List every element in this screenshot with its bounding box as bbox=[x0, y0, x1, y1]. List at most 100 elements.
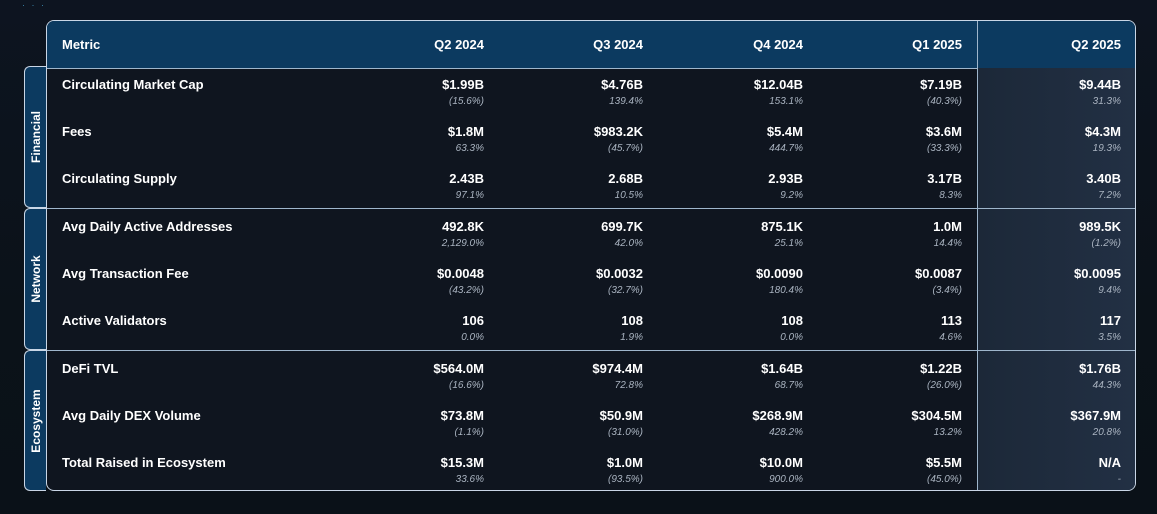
value-cell: $1.22B (26.0%) bbox=[822, 361, 962, 392]
value-cell: 699.7K 42.0% bbox=[503, 219, 643, 250]
value-cell: $1.0M (93.5%) bbox=[503, 455, 643, 486]
metric-change: 97.1% bbox=[455, 190, 484, 201]
value-cell: 106 0.0% bbox=[344, 313, 484, 344]
metric-value: $268.9M bbox=[752, 408, 803, 423]
metric-change: - bbox=[1117, 474, 1121, 485]
metric-change: (3.4%) bbox=[932, 285, 962, 296]
value-cell: $1.76B 44.3% bbox=[981, 361, 1121, 392]
value-cell: 2.43B 97.1% bbox=[344, 171, 484, 202]
metric-change: (40.3%) bbox=[926, 96, 962, 107]
metric-change: 0.0% bbox=[461, 332, 484, 343]
metric-change: (93.5%) bbox=[607, 474, 643, 485]
metric-value: $7.19B bbox=[920, 77, 962, 92]
metric-value: $1.64B bbox=[761, 361, 803, 376]
metric-value: 108 bbox=[621, 313, 643, 328]
metric-change: 68.7% bbox=[774, 380, 803, 391]
section-label-financial: Financial bbox=[28, 110, 43, 164]
metric-value: 1.0M bbox=[933, 219, 962, 234]
metric-value: $3.6M bbox=[925, 124, 962, 139]
metric-value: $12.04B bbox=[753, 77, 803, 92]
value-cell: $12.04B 153.1% bbox=[663, 77, 803, 108]
value-cell: 3.17B 8.3% bbox=[822, 171, 962, 202]
metric-change: (45.7%) bbox=[607, 143, 643, 154]
value-cell: $0.0087 (3.4%) bbox=[822, 266, 962, 297]
metric-value: 3.40B bbox=[1086, 171, 1121, 186]
value-cell: $5.4M 444.7% bbox=[663, 124, 803, 155]
metrics-table: Metric Q2 2024 Q3 2024 Q4 2024 Q1 2025 Q… bbox=[46, 20, 1136, 491]
highlight-column-q2-2025 bbox=[977, 68, 1135, 490]
value-cell: $0.0048 (43.2%) bbox=[344, 266, 484, 297]
value-cell: $5.5M (45.0%) bbox=[822, 455, 962, 486]
metric-value: $0.0032 bbox=[596, 266, 643, 281]
metric-name: Total Raised in Ecosystem bbox=[62, 455, 226, 470]
metric-value: $5.4M bbox=[766, 124, 803, 139]
value-cell: $4.76B 139.4% bbox=[503, 77, 643, 108]
metric-value: $1.99B bbox=[442, 77, 484, 92]
value-cell: $3.6M (33.3%) bbox=[822, 124, 962, 155]
metric-change: (15.6%) bbox=[448, 96, 484, 107]
metric-value: 117 bbox=[1100, 313, 1121, 328]
metric-value: 2.93B bbox=[768, 171, 803, 186]
metric-value: $5.5M bbox=[925, 455, 962, 470]
value-cell: 492.8K 2,129.0% bbox=[344, 219, 484, 250]
value-cell: 989.5K (1.2%) bbox=[981, 219, 1121, 250]
value-cell: $974.4M 72.8% bbox=[503, 361, 643, 392]
metric-value: 699.7K bbox=[601, 219, 643, 234]
value-cell: 108 0.0% bbox=[663, 313, 803, 344]
metric-change: 1.9% bbox=[620, 332, 643, 343]
table-row: Circulating Supply 2.43B 97.1% 2.68B 10.5% 2.… bbox=[47, 162, 1135, 209]
metric-name: Circulating Market Cap bbox=[62, 77, 204, 92]
metric-change: 2,129.0% bbox=[441, 238, 484, 249]
metric-change: (31.0%) bbox=[607, 427, 643, 438]
metric-change: 25.1% bbox=[774, 238, 803, 249]
table-row: Avg Daily DEX Volume $73.8M (1.1%) $50.9M (3… bbox=[47, 399, 1135, 446]
metric-value: 875.1K bbox=[761, 219, 803, 234]
value-cell: $15.3M 33.6% bbox=[344, 455, 484, 486]
metric-change: 72.8% bbox=[614, 380, 643, 391]
metric-value: 106 bbox=[462, 313, 484, 328]
header-metric: Metric bbox=[62, 37, 101, 52]
table-row: Active Validators 106 0.0% 108 1.9% 108 0.0% 11… bbox=[47, 304, 1135, 351]
value-cell: $1.99B (15.6%) bbox=[344, 77, 484, 108]
metric-value: $0.0087 bbox=[915, 266, 962, 281]
section-tab-ecosystem: Ecosystem bbox=[24, 350, 46, 491]
metric-change: (33.3%) bbox=[926, 143, 962, 154]
metric-change: 180.4% bbox=[769, 285, 803, 296]
metric-name: DeFi TVL bbox=[62, 361, 119, 376]
metric-change: 42.0% bbox=[614, 238, 643, 249]
metric-name: Avg Transaction Fee bbox=[62, 266, 189, 281]
metric-value: $15.3M bbox=[440, 455, 484, 470]
value-cell: $0.0095 9.4% bbox=[981, 266, 1121, 297]
metric-value: 2.43B bbox=[449, 171, 484, 186]
metric-value: $0.0095 bbox=[1074, 266, 1121, 281]
metric-change: 19.3% bbox=[1092, 143, 1121, 154]
metric-change: 4.6% bbox=[939, 332, 962, 343]
metric-value: 113 bbox=[941, 313, 962, 328]
metric-value: $1.8M bbox=[447, 124, 484, 139]
metric-value: $73.8M bbox=[440, 408, 484, 423]
value-cell: $0.0090 180.4% bbox=[663, 266, 803, 297]
value-cell: $1.8M 63.3% bbox=[344, 124, 484, 155]
value-cell: 875.1K 25.1% bbox=[663, 219, 803, 250]
decorative-corner-mark: · · · bbox=[22, 0, 46, 10]
value-cell: 2.93B 9.2% bbox=[663, 171, 803, 202]
metric-change: 44.3% bbox=[1092, 380, 1121, 391]
header-q1-2025: Q1 2025 bbox=[912, 37, 962, 52]
value-cell: $367.9M 20.8% bbox=[981, 408, 1121, 439]
metric-change: (1.2%) bbox=[1091, 238, 1121, 249]
metric-change: 9.4% bbox=[1098, 285, 1121, 296]
metric-name: Active Validators bbox=[62, 313, 167, 328]
section-label-ecosystem: Ecosystem bbox=[28, 388, 43, 453]
metric-value: 3.17B bbox=[927, 171, 962, 186]
table-row: Fees $1.8M 63.3% $983.2K (45.7%) $5.4M 444.7% $… bbox=[47, 115, 1135, 162]
metric-change: 428.2% bbox=[769, 427, 803, 438]
value-cell: $10.0M 900.0% bbox=[663, 455, 803, 486]
metric-name: Fees bbox=[62, 124, 92, 139]
metric-value: $974.4M bbox=[592, 361, 643, 376]
metric-change: 153.1% bbox=[769, 96, 803, 107]
value-cell: $7.19B (40.3%) bbox=[822, 77, 962, 108]
header-q3-2024: Q3 2024 bbox=[593, 37, 643, 52]
section-divider bbox=[47, 208, 1135, 209]
metric-change: 8.3% bbox=[939, 190, 962, 201]
value-cell: N/A - bbox=[981, 455, 1121, 486]
